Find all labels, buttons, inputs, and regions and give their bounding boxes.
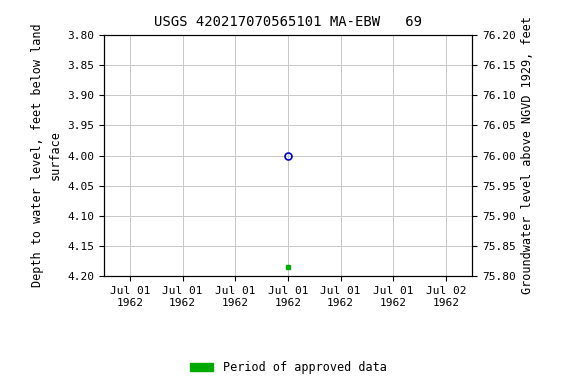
Legend: Period of approved data: Period of approved data bbox=[190, 361, 386, 374]
Title: USGS 420217070565101 MA-EBW   69: USGS 420217070565101 MA-EBW 69 bbox=[154, 15, 422, 29]
Y-axis label: Groundwater level above NGVD 1929, feet: Groundwater level above NGVD 1929, feet bbox=[521, 17, 535, 295]
Y-axis label: Depth to water level, feet below land
surface: Depth to water level, feet below land su… bbox=[32, 24, 62, 287]
